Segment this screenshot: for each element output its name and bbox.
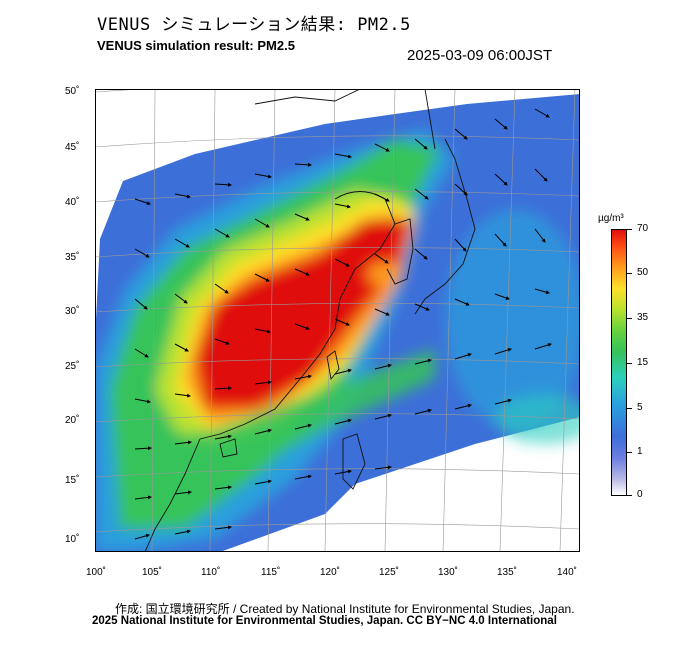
pm25-map-svg: [95, 89, 580, 552]
lon-tick-105: 105˚: [142, 567, 163, 578]
lat-tick-20: 20˚: [65, 415, 80, 426]
colorbar-tick: [627, 452, 632, 453]
colorbar-label-35: 35: [637, 312, 649, 323]
lon-tick-120: 120˚: [320, 567, 341, 578]
license-line: 2025 National Institute for Environmenta…: [92, 615, 557, 627]
colorbar-label-0: 0: [637, 489, 643, 500]
lon-tick-110: 110˚: [201, 567, 221, 578]
concentration-field-layers: [95, 129, 580, 552]
lat-tick-10: 10˚: [65, 534, 80, 545]
lon-tick-140: 140˚: [557, 567, 578, 578]
colorbar-label-70: 70: [637, 223, 649, 234]
lat-tick-40: 40˚: [65, 197, 80, 208]
coastlines: [144, 89, 476, 552]
lat-tick-50: 50˚: [65, 86, 80, 97]
lat-tick-45: 45˚: [65, 142, 80, 153]
colorbar-label-5: 5: [637, 402, 643, 413]
colorbar-tick: [627, 273, 632, 274]
lat-tick-25: 25˚: [65, 361, 80, 372]
lon-tick-125: 125˚: [379, 567, 400, 578]
lon-tick-135: 135˚: [497, 567, 518, 578]
colorbar-tick: [627, 318, 632, 319]
pm25-map: [95, 89, 580, 552]
lat-tick-35: 35˚: [65, 252, 80, 263]
wind-vectors: [134, 108, 552, 540]
colorbar-unit: µg/m³: [598, 213, 624, 224]
colorbar-label-15: 15: [637, 357, 649, 368]
title-english: VENUS simulation result: PM2.5: [97, 38, 295, 53]
title-japanese: VENUS シミュレーション結果: PM2.5: [97, 15, 411, 35]
pm25-colorbar: [611, 229, 627, 496]
credit-line: 作成: 国立環境研究所 / Created by National Instit…: [115, 602, 575, 616]
colorbar-tick: [627, 229, 632, 230]
lat-tick-30: 30˚: [65, 306, 80, 317]
lat-tick-15: 15˚: [65, 475, 80, 486]
colorbar-tick: [627, 495, 632, 496]
colorbar-tick: [627, 363, 632, 364]
lon-tick-115: 115˚: [261, 567, 281, 578]
lon-tick-100: 100˚: [86, 567, 107, 578]
colorbar-label-1: 1: [637, 446, 643, 457]
colorbar-tick: [627, 408, 632, 409]
lon-tick-130: 130˚: [438, 567, 459, 578]
colorbar-label-50: 50: [637, 267, 649, 278]
graticule: [95, 89, 580, 552]
forecast-timestamp: 2025-03-09 06:00JST: [407, 47, 553, 64]
